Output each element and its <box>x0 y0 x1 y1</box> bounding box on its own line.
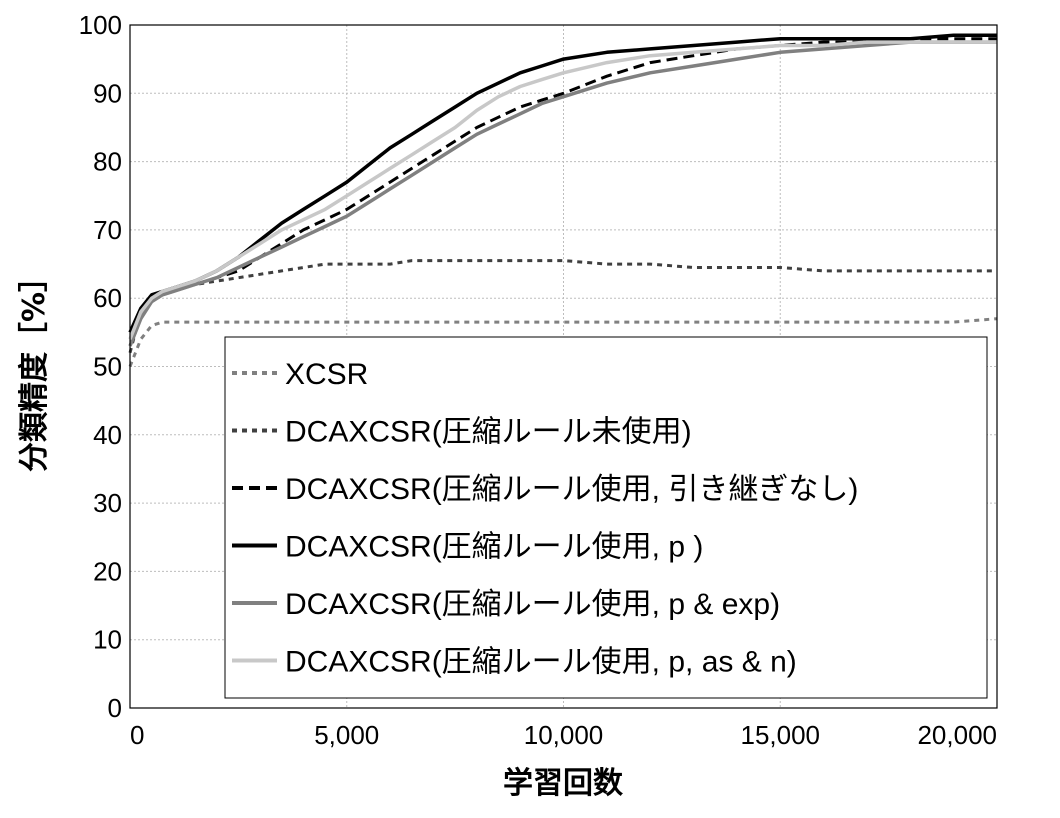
series-line <box>128 33 997 334</box>
legend-label: DCAXCSR(圧縮ルール使用, p ) <box>285 531 703 564</box>
tick-labels: 0 5,000 10,000 15,000 20,000 0 10 20 30 40 50 60 70 8… <box>79 10 997 750</box>
x-tick-label: 20,000 <box>917 720 997 750</box>
y-tick-label: 30 <box>93 488 122 518</box>
x-tick-label: 10,000 <box>524 720 604 750</box>
x-tick-label: 5,000 <box>314 720 379 750</box>
series-line <box>128 40 997 340</box>
legend-label: DCAXCSR(圧縮ルール未使用) <box>285 416 692 449</box>
y-tick-label: 20 <box>93 556 122 586</box>
x-axis-title: 学習回数 <box>503 766 624 801</box>
y-tick-label: 70 <box>93 215 122 245</box>
legend-label: XCSR <box>285 358 368 391</box>
x-tick-label: 0 <box>130 720 144 750</box>
y-axis-title: 分類精度［%］ <box>17 262 52 472</box>
legend-label: DCAXCSR(圧縮ルール使用, p & exp) <box>285 588 780 621</box>
series-lines <box>128 33 998 368</box>
legend-box <box>224 336 988 699</box>
y-tick-label: 50 <box>93 352 122 382</box>
y-tick-label: 90 <box>93 78 122 108</box>
legend-label: DCAXCSR(圧縮ルール使用, p, as & n) <box>285 646 797 679</box>
series-line <box>128 40 997 347</box>
series-line <box>128 317 998 368</box>
y-tick-label: 0 <box>108 693 122 723</box>
y-tick-label: 40 <box>93 420 122 450</box>
y-tick-label: 80 <box>93 147 122 177</box>
legend: XCSR DCAXCSR(圧縮ルール未使用) DCAXCSR(圧縮ルール使用, 引き… <box>224 336 988 699</box>
x-tick-label: 15,000 <box>740 720 820 750</box>
plot-frame <box>129 24 998 709</box>
y-tick-label: 10 <box>93 625 122 655</box>
y-tick-label: 60 <box>93 283 122 313</box>
y-tick-label: 100 <box>79 10 122 40</box>
legend-label: DCAXCSR(圧縮ルール使用, 引き継ぎなし) <box>285 473 858 506</box>
